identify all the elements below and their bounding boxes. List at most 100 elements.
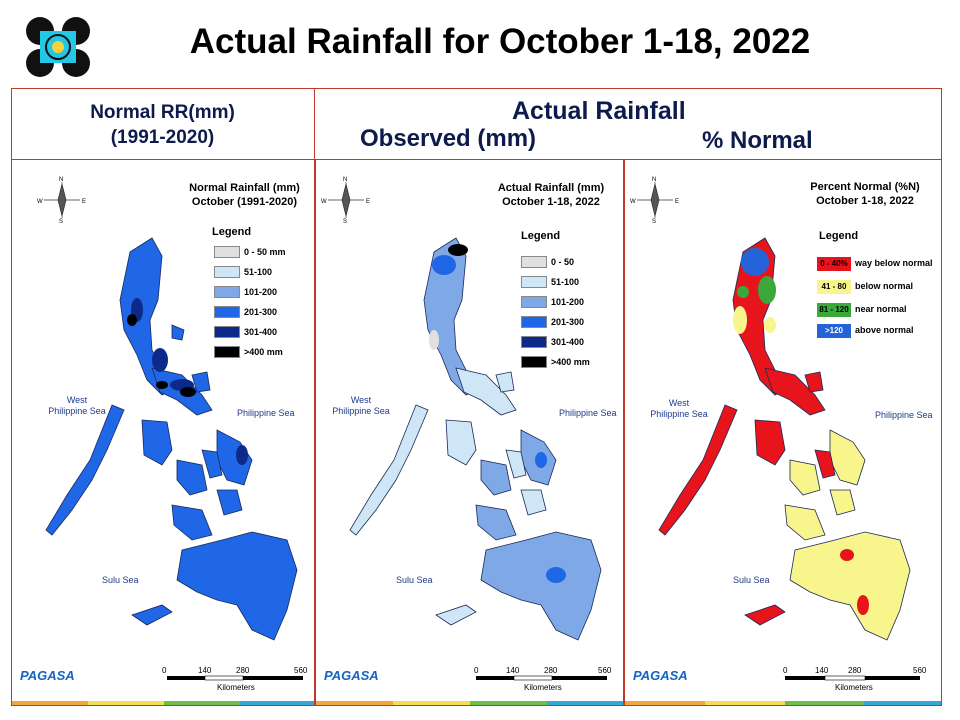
svg-text:S: S bbox=[652, 219, 656, 225]
pagasa-logo: PAGASA bbox=[324, 668, 379, 683]
svg-text:W: W bbox=[630, 199, 636, 205]
legend-label: 51-100 bbox=[551, 277, 580, 287]
legend-swatch bbox=[521, 316, 547, 328]
svg-text:N: N bbox=[343, 177, 347, 183]
normal-rainfall-map: N S E W bbox=[37, 177, 303, 681]
west-sea-line2: Philippine Sea bbox=[650, 409, 708, 419]
scale-280: 280 bbox=[236, 666, 250, 675]
west-sea-line1: West bbox=[66, 395, 88, 405]
legend-label: near normal bbox=[855, 304, 907, 314]
svg-text:W: W bbox=[321, 199, 327, 205]
scale-0: 0 bbox=[474, 666, 479, 675]
footer-stripe bbox=[785, 701, 864, 705]
scale-560: 560 bbox=[294, 666, 308, 675]
footer-stripe bbox=[240, 701, 314, 705]
pagasa-logo: PAGASA bbox=[20, 668, 75, 683]
svg-text:E: E bbox=[82, 199, 86, 205]
percent-normal-map-panel: N S E W Percent Normal (%N) October 1-18… bbox=[624, 160, 942, 706]
scale-560: 560 bbox=[598, 666, 612, 675]
actual-rainfall-map: N S E W bbox=[321, 177, 607, 681]
legend-swatch: 81 - 120 bbox=[817, 303, 851, 317]
footer-stripe bbox=[864, 701, 941, 705]
scale-0: 0 bbox=[783, 666, 788, 675]
legend-label: >400 mm bbox=[244, 347, 283, 357]
scale-unit: Kilometers bbox=[217, 683, 255, 692]
sulu-sea-label: Sulu Sea bbox=[396, 575, 433, 585]
scale-unit: Kilometers bbox=[524, 683, 562, 692]
sulu-sea-label: Sulu Sea bbox=[102, 575, 139, 585]
footer-stripe bbox=[547, 701, 623, 705]
legend-label: 101-200 bbox=[551, 297, 585, 307]
sulu-sea-label: Sulu Sea bbox=[733, 575, 770, 585]
svg-text:N: N bbox=[652, 177, 656, 183]
map3-title: Percent Normal (%N) October 1-18, 2022 bbox=[800, 180, 930, 208]
map1-title-line1: Normal Rainfall (mm) bbox=[189, 182, 300, 194]
map1-title: Normal Rainfall (mm) October (1991-2020) bbox=[187, 181, 302, 209]
legend-swatch bbox=[521, 276, 547, 288]
west-sea-line2: Philippine Sea bbox=[332, 406, 390, 416]
legend-swatch bbox=[214, 286, 240, 298]
legend-swatch: 41 - 80 bbox=[817, 280, 851, 294]
footer-stripe bbox=[316, 701, 393, 705]
map2-legend-title: Legend bbox=[521, 230, 561, 242]
map3-legend-title: Legend bbox=[819, 230, 859, 242]
west-philippine-sea-label: West Philippine Sea bbox=[639, 398, 719, 420]
footer-stripe bbox=[705, 701, 785, 705]
west-sea-line1: West bbox=[350, 395, 372, 405]
legend-swatch: 0 - 40% bbox=[817, 257, 851, 271]
pagasa-logo: PAGASA bbox=[633, 668, 688, 683]
svg-text:E: E bbox=[366, 199, 370, 205]
map2-title: Actual Rainfall (mm) October 1-18, 2022 bbox=[491, 181, 611, 209]
map3-title-line1: Percent Normal (%N) bbox=[810, 181, 920, 193]
legend-swatch bbox=[521, 356, 547, 368]
legend-label: 0 - 50 bbox=[551, 257, 575, 267]
scale-560: 560 bbox=[913, 666, 927, 675]
svg-text:W: W bbox=[37, 199, 43, 205]
philippine-sea-label: Philippine Sea bbox=[875, 410, 933, 420]
legend-swatch: >120 bbox=[817, 324, 851, 338]
normal-rr-line1: Normal RR(mm) bbox=[90, 102, 235, 123]
legend-swatch bbox=[214, 346, 240, 358]
footer-stripe bbox=[470, 701, 547, 705]
philippine-sea-label: Philippine Sea bbox=[237, 408, 295, 418]
footer-stripe bbox=[393, 701, 470, 705]
observed-heading: Observed (mm) bbox=[360, 125, 537, 152]
map3-title-line2: October 1-18, 2022 bbox=[816, 195, 914, 207]
west-sea-line1: West bbox=[668, 398, 690, 408]
legend-label: 201-300 bbox=[551, 317, 585, 327]
scale-140: 140 bbox=[198, 666, 212, 675]
footer-stripe bbox=[88, 701, 164, 705]
normal-rainfall-map-panel: N S E W Normal Rainfall (mm) October (19… bbox=[11, 160, 315, 706]
scale-0: 0 bbox=[162, 666, 167, 675]
actual-rainfall-map-panel: N S E W Actual Rainfall (mm) October 1-1… bbox=[315, 160, 624, 706]
legend-label: way below normal bbox=[855, 258, 933, 268]
page-title: Actual Rainfall for October 1-18, 2022 bbox=[189, 22, 811, 61]
map2-title-line2: October 1-18, 2022 bbox=[502, 196, 600, 208]
scale-140: 140 bbox=[506, 666, 520, 675]
philippine-sea-label: Philippine Sea bbox=[559, 408, 617, 418]
legend-label: 301-400 bbox=[551, 337, 585, 347]
svg-text:S: S bbox=[343, 219, 347, 225]
legend-swatch bbox=[214, 306, 240, 318]
footer-stripe bbox=[12, 701, 88, 705]
legend-label: 0 - 50 mm bbox=[244, 247, 286, 257]
legend-swatch bbox=[214, 266, 240, 278]
normal-rr-line2: (1991-2020) bbox=[110, 127, 215, 148]
west-philippine-sea-label: West Philippine Sea bbox=[37, 395, 117, 417]
svg-text:S: S bbox=[59, 219, 63, 225]
svg-text:E: E bbox=[675, 199, 679, 205]
scale-140: 140 bbox=[815, 666, 829, 675]
legend-swatch bbox=[521, 256, 547, 268]
actual-rainfall-heading: Actual Rainfall bbox=[512, 97, 686, 125]
legend-label: >400 mm bbox=[551, 357, 590, 367]
legend-label: 301-400 bbox=[244, 327, 278, 337]
legend-label: above normal bbox=[855, 325, 914, 335]
map2-title-line1: Actual Rainfall (mm) bbox=[497, 182, 605, 194]
legend-swatch bbox=[214, 326, 240, 338]
scale-280: 280 bbox=[544, 666, 558, 675]
map1-title-line2: October (1991-2020) bbox=[191, 196, 298, 208]
west-sea-line2: Philippine Sea bbox=[48, 406, 106, 416]
legend-swatch bbox=[521, 336, 547, 348]
legend-label: 201-300 bbox=[244, 307, 278, 317]
percent-normal-heading: % Normal bbox=[702, 127, 813, 154]
